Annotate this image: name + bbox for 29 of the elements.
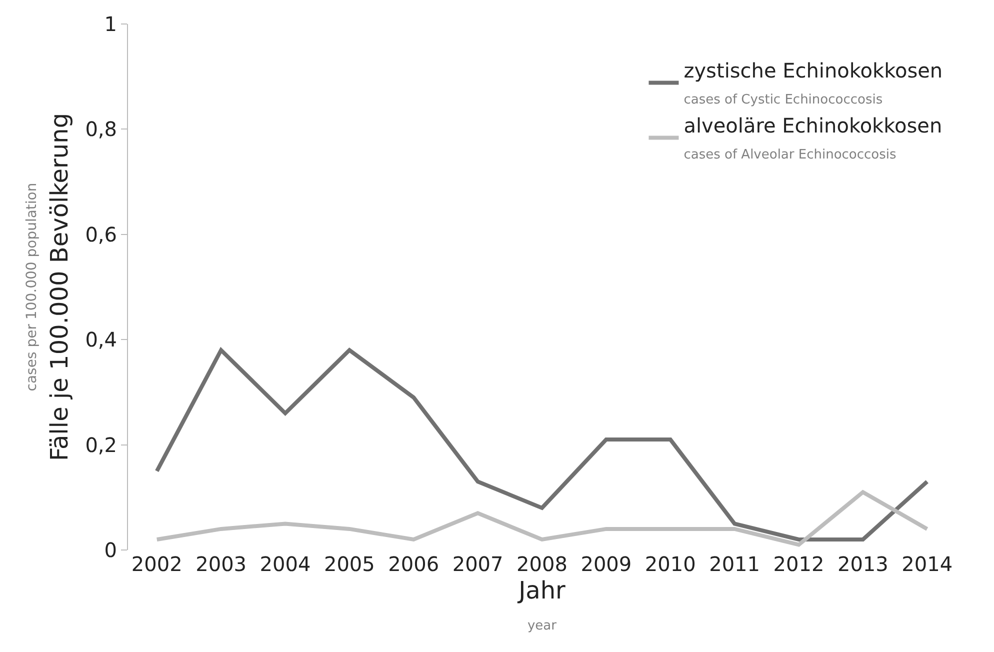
legend-label: zystische Echinokokkosen: [684, 58, 943, 83]
x-tick-label: 2014: [902, 552, 953, 576]
x-tick-label: 2004: [260, 552, 311, 576]
x-tick-label: 2002: [131, 552, 182, 576]
y-tick-label: 0,4: [85, 328, 117, 352]
x-axis-title: Jahr: [516, 576, 566, 604]
x-tick-label: 2013: [837, 552, 888, 576]
x-tick-label: 2008: [516, 552, 568, 576]
line-series: [154, 348, 930, 542]
line-series: [154, 490, 930, 547]
text: cases per 100.000 population: [24, 182, 40, 392]
y-tick-label: 1: [104, 12, 117, 36]
legend-label: alveoläre Echinokokkosen: [684, 114, 942, 138]
y-axis-title: Fälle je 100.000 Bevölkerung: [45, 112, 74, 462]
y-tick-label: 0,6: [85, 222, 117, 246]
y-tick-label: 0: [104, 538, 117, 562]
x-tick-label: 2005: [324, 552, 375, 576]
annotation: cases of Alveolar Echinococcosis: [684, 148, 897, 163]
x-tick-label: 2010: [644, 552, 696, 576]
x-tick-label: 2012: [773, 552, 824, 576]
x-tick-label: 2006: [388, 552, 440, 576]
x-tick-label: 2009: [580, 552, 632, 576]
text: year: [527, 618, 558, 634]
annotation: cases of Cystic Echinococcosis: [684, 92, 883, 108]
y-tick-label: 0,2: [85, 432, 117, 457]
x-tick-label: 2011: [709, 552, 760, 576]
y-tick-label: 0,8: [85, 117, 117, 142]
x-tick-label: 2007: [452, 552, 504, 576]
x-tick-label: 2003: [196, 552, 247, 576]
